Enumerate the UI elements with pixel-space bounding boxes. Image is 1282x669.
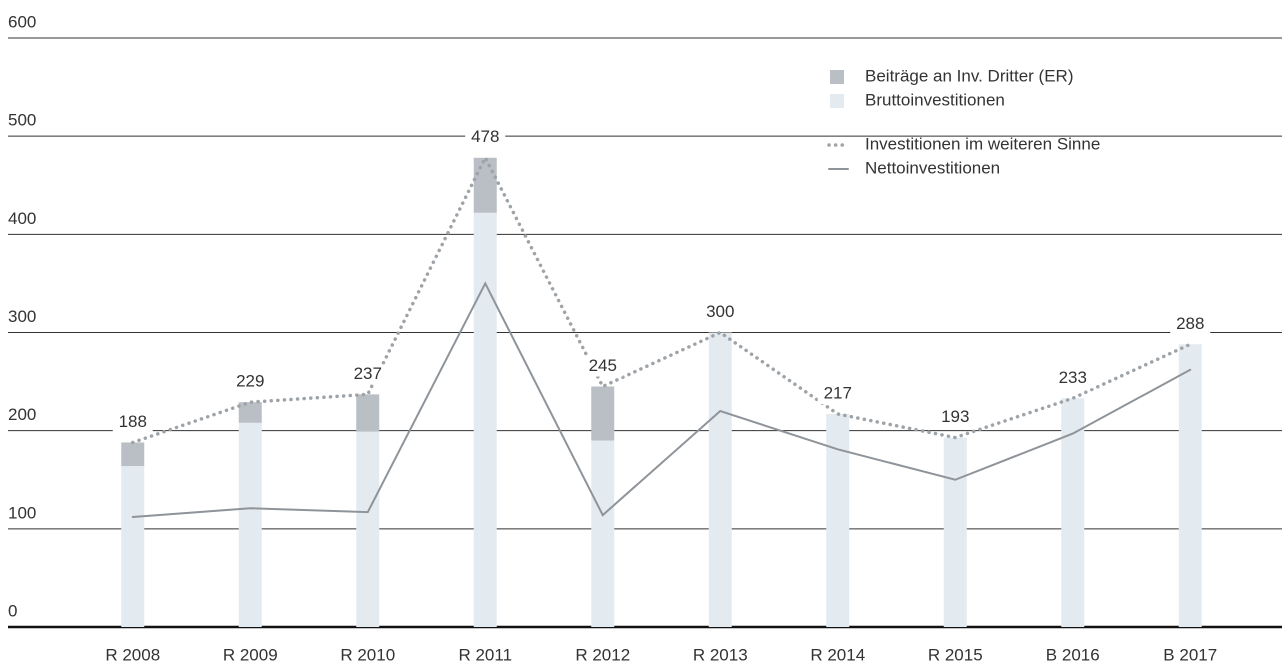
- x-tick-label: R 2009: [223, 645, 278, 664]
- y-tick-label: 100: [8, 503, 36, 522]
- y-tick-label: 200: [8, 405, 36, 424]
- bar: [1061, 398, 1085, 627]
- legend-label: Investitionen im weiteren Sinne: [865, 134, 1100, 153]
- bar: [238, 422, 262, 627]
- x-tick-label: R 2015: [928, 645, 983, 664]
- data-label: 288: [1176, 314, 1204, 333]
- bar: [708, 332, 732, 627]
- data-label: 233: [1059, 368, 1087, 387]
- bar: [943, 437, 967, 627]
- bar: [591, 386, 615, 441]
- y-tick-label: 300: [8, 307, 36, 326]
- bar: [121, 442, 145, 467]
- data-label: 229: [236, 372, 264, 391]
- x-tick-label: B 2016: [1046, 645, 1100, 664]
- data-label: 245: [589, 356, 617, 375]
- data-label: 237: [354, 364, 382, 383]
- label-background: [582, 356, 623, 377]
- legend-label: Beiträge an Inv. Dritter (ER): [865, 66, 1073, 85]
- label-background: [935, 407, 976, 428]
- x-tick-label: B 2017: [1163, 645, 1217, 664]
- label-background: [230, 372, 271, 393]
- bar: [1178, 344, 1202, 627]
- label-background: [1052, 368, 1093, 389]
- data-label: 300: [706, 302, 734, 321]
- data-label: 188: [119, 412, 147, 431]
- legend-swatch: [830, 70, 844, 84]
- bar: [238, 402, 262, 423]
- x-tick-label: R 2011: [458, 645, 512, 664]
- bar: [591, 440, 615, 627]
- x-tick-label: R 2013: [693, 645, 748, 664]
- label-background: [817, 383, 858, 404]
- bar: [356, 431, 380, 627]
- x-tick-label: R 2014: [810, 645, 865, 664]
- line: [131, 153, 1192, 445]
- y-tick-label: 0: [8, 601, 17, 620]
- legend-swatch: [830, 94, 844, 108]
- legend-label: Nettoinvestitionen: [865, 158, 1000, 177]
- label-background: [700, 302, 741, 323]
- bar: [356, 394, 380, 432]
- x-tick-label: R 2008: [105, 645, 160, 664]
- x-tick-label: R 2012: [575, 645, 630, 664]
- bar: [826, 413, 850, 627]
- label-background: [1170, 314, 1211, 335]
- label-background: [465, 127, 506, 148]
- bar: [121, 466, 145, 627]
- y-tick-label: 500: [8, 111, 36, 130]
- label-background: [112, 412, 153, 433]
- y-tick-label: 600: [8, 12, 36, 31]
- data-label: 217: [824, 383, 852, 402]
- label-background: [347, 364, 388, 385]
- bar: [473, 157, 497, 213]
- bar: [473, 212, 497, 627]
- line: [131, 281, 1192, 519]
- legend-label: Bruttoinvestitionen: [865, 90, 1005, 109]
- data-label: 193: [941, 407, 969, 426]
- x-tick-label: R 2010: [340, 645, 395, 664]
- data-label: 478: [471, 127, 499, 146]
- y-tick-label: 400: [8, 209, 36, 228]
